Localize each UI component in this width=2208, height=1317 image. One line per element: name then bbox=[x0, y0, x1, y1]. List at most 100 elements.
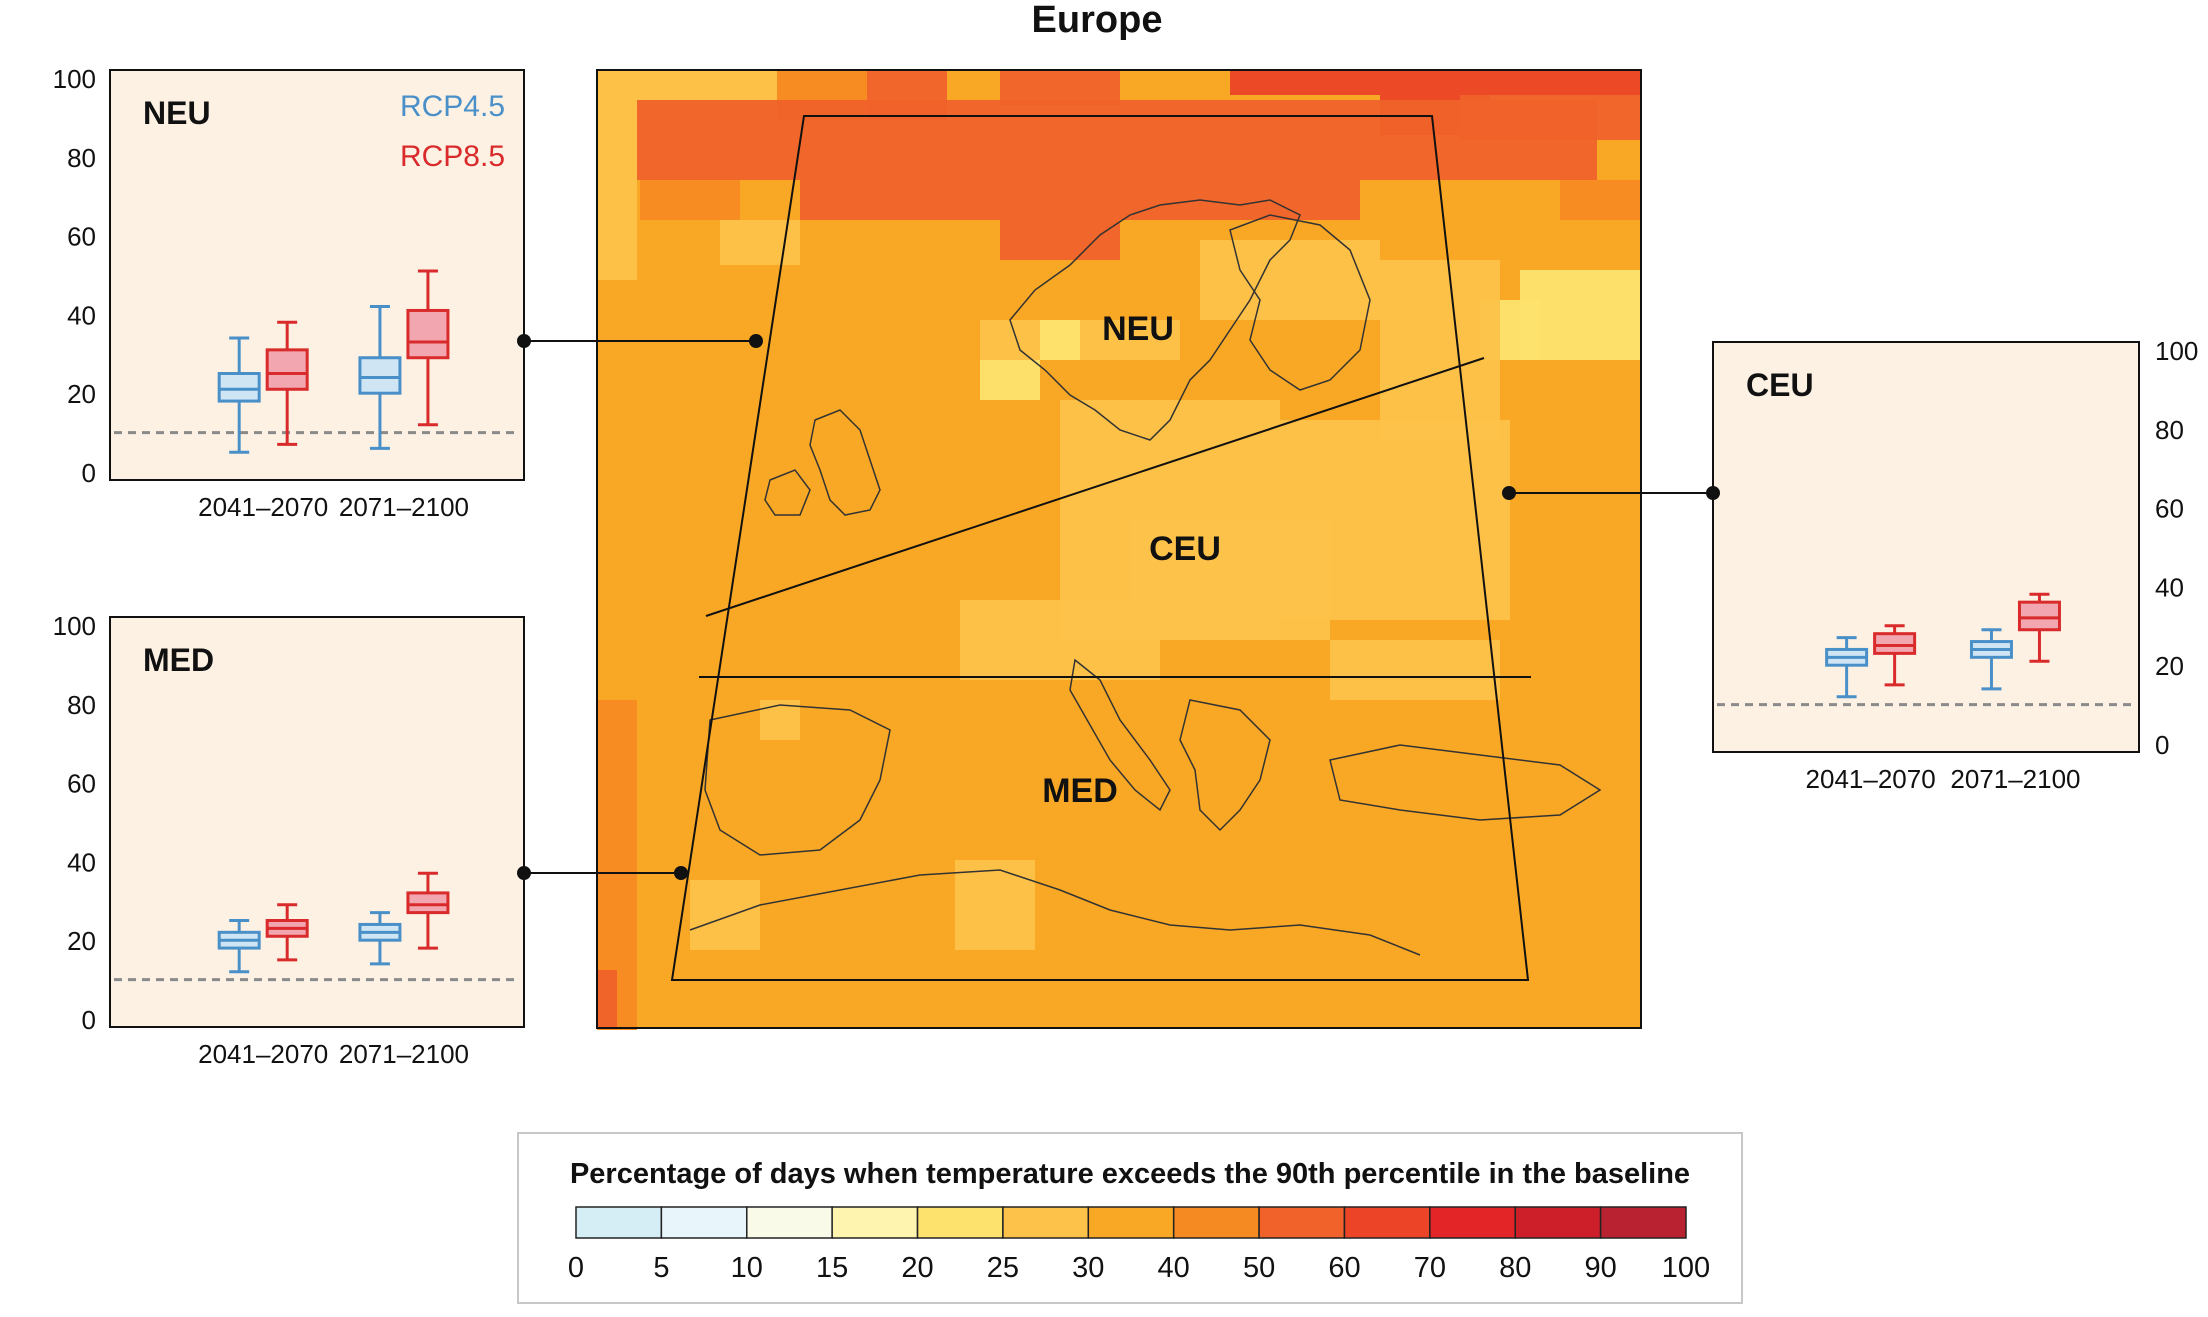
y-tick-label: 60 bbox=[67, 222, 96, 252]
panel-frame bbox=[109, 69, 525, 481]
europe-map bbox=[596, 69, 1642, 1030]
connector-ceu-end-dot bbox=[1706, 486, 1720, 500]
x-category-label: 2071–2100 bbox=[339, 1039, 469, 1069]
connector-med-end-dot bbox=[674, 866, 688, 880]
box-rcp45 bbox=[217, 336, 261, 454]
map-label-med: MED bbox=[1042, 772, 1118, 810]
coastline bbox=[1069, 658, 1171, 812]
heat-cell bbox=[1000, 70, 1120, 105]
figure-title: Europe bbox=[1032, 0, 1163, 41]
y-tick-label: 0 bbox=[2155, 730, 2169, 760]
colorbar-tick-label: 20 bbox=[901, 1252, 933, 1284]
colorbar-swatch bbox=[831, 1206, 919, 1239]
y-tick-label: 100 bbox=[53, 64, 96, 94]
legend-rcp85: RCP8.5 bbox=[400, 140, 505, 173]
colorbar-tick-label: 70 bbox=[1414, 1252, 1446, 1284]
iqr-box bbox=[2017, 600, 2061, 632]
heat-cell bbox=[1230, 70, 1641, 95]
coastline bbox=[1329, 744, 1602, 821]
heat-cell bbox=[597, 140, 637, 280]
colorbar-swatch bbox=[916, 1206, 1004, 1239]
colorbar-tick-label: 60 bbox=[1328, 1252, 1360, 1284]
colorbar-tick-label: 40 bbox=[1158, 1252, 1190, 1284]
box-rcp45 bbox=[1969, 628, 2013, 691]
heat-cell bbox=[690, 880, 760, 950]
map-region-outline bbox=[670, 115, 1530, 981]
x-category-label: 2041–2070 bbox=[198, 1039, 328, 1069]
coastline bbox=[704, 704, 891, 856]
colorbar-tick-label: 50 bbox=[1243, 1252, 1275, 1284]
colorbar-swatch bbox=[1172, 1206, 1260, 1239]
coastline bbox=[1229, 214, 1371, 391]
box-rcp85 bbox=[2017, 592, 2061, 663]
box-rcp45 bbox=[358, 911, 402, 966]
connector-neu-start-dot bbox=[517, 334, 531, 348]
heat-cell bbox=[1380, 260, 1500, 440]
panel-region-label: MED bbox=[143, 642, 214, 678]
panel-region-label: NEU bbox=[143, 95, 211, 131]
heat-cell bbox=[1560, 180, 1641, 220]
panel-frame bbox=[109, 616, 525, 1028]
y-tick-label: 80 bbox=[2155, 415, 2184, 445]
colorbar-swatch bbox=[575, 1206, 663, 1239]
heat-cell bbox=[960, 600, 1160, 680]
heat-cell bbox=[980, 360, 1040, 400]
y-tick-label: 100 bbox=[53, 611, 96, 641]
colorbar-tick-label: 30 bbox=[1072, 1252, 1104, 1284]
box-rcp85 bbox=[406, 871, 450, 950]
colorbar-swatch bbox=[1258, 1206, 1346, 1239]
coastline bbox=[689, 869, 1421, 956]
box-rcp45 bbox=[358, 305, 402, 450]
y-tick-label: 40 bbox=[67, 300, 96, 330]
neu-ceu-boundary bbox=[705, 357, 1485, 617]
y-tick-label: 20 bbox=[67, 379, 96, 409]
x-category-label: 2041–2070 bbox=[198, 492, 328, 522]
iqr-box bbox=[265, 348, 309, 391]
boxplot-panel-ceu: CEU 0 20 40 60 80 100 2041–2070 2071–2100 bbox=[1712, 336, 2198, 794]
coastline bbox=[1179, 699, 1271, 832]
coastline bbox=[764, 469, 811, 516]
legend-rcp45: RCP4.5 bbox=[400, 90, 505, 123]
colorbar-swatch bbox=[1002, 1206, 1090, 1239]
box-rcp45 bbox=[217, 919, 261, 974]
map-label-neu: NEU bbox=[1102, 310, 1174, 348]
colorbar-tick-label: 90 bbox=[1584, 1252, 1616, 1284]
y-tick-label: 0 bbox=[82, 1005, 96, 1035]
panel-frame bbox=[1712, 341, 2140, 753]
coastline bbox=[809, 409, 881, 516]
heat-cell bbox=[597, 970, 617, 1028]
map-frame bbox=[596, 69, 1642, 1029]
heat-cell bbox=[800, 180, 1360, 220]
y-tick-label: 80 bbox=[67, 143, 96, 173]
colorbar-swatch bbox=[1343, 1206, 1431, 1239]
colorbar-swatch bbox=[1429, 1206, 1516, 1239]
connector-neu-end-dot bbox=[749, 334, 763, 348]
colorbar-tick-label: 0 bbox=[568, 1252, 584, 1284]
heat-cell bbox=[1330, 640, 1500, 700]
y-tick-label: 80 bbox=[67, 690, 96, 720]
y-tick-label: 20 bbox=[67, 926, 96, 956]
heat-cell bbox=[1200, 240, 1380, 320]
heat-cell bbox=[1520, 270, 1641, 360]
colorbar: 0 5 10 15 20 25 30 40 50 60 70 80 90 100 bbox=[568, 1206, 1710, 1284]
colorbar-tick-label: 10 bbox=[731, 1252, 763, 1284]
colorbar-swatch bbox=[1087, 1206, 1175, 1239]
box-rcp85 bbox=[406, 269, 450, 427]
colorbar-swatch bbox=[1514, 1206, 1602, 1239]
box-rcp45 bbox=[1825, 636, 1869, 699]
y-tick-label: 40 bbox=[67, 847, 96, 877]
colorbar-tick-label: 5 bbox=[653, 1252, 669, 1284]
connector-med-start-dot bbox=[517, 866, 531, 880]
iqr-box bbox=[217, 372, 261, 403]
heat-cell bbox=[637, 100, 1597, 180]
map-label-ceu: CEU bbox=[1149, 530, 1221, 568]
heat-cell bbox=[1280, 420, 1510, 620]
heat-cell bbox=[1000, 220, 1120, 260]
colorbar-tick-label: 100 bbox=[1662, 1252, 1710, 1284]
y-tick-label: 20 bbox=[2155, 651, 2184, 681]
x-category-label: 2041–2070 bbox=[1806, 764, 1936, 794]
x-category-label: 2071–2100 bbox=[1950, 764, 2080, 794]
panel-region-label: CEU bbox=[1746, 367, 1814, 403]
y-tick-label: 60 bbox=[67, 769, 96, 799]
